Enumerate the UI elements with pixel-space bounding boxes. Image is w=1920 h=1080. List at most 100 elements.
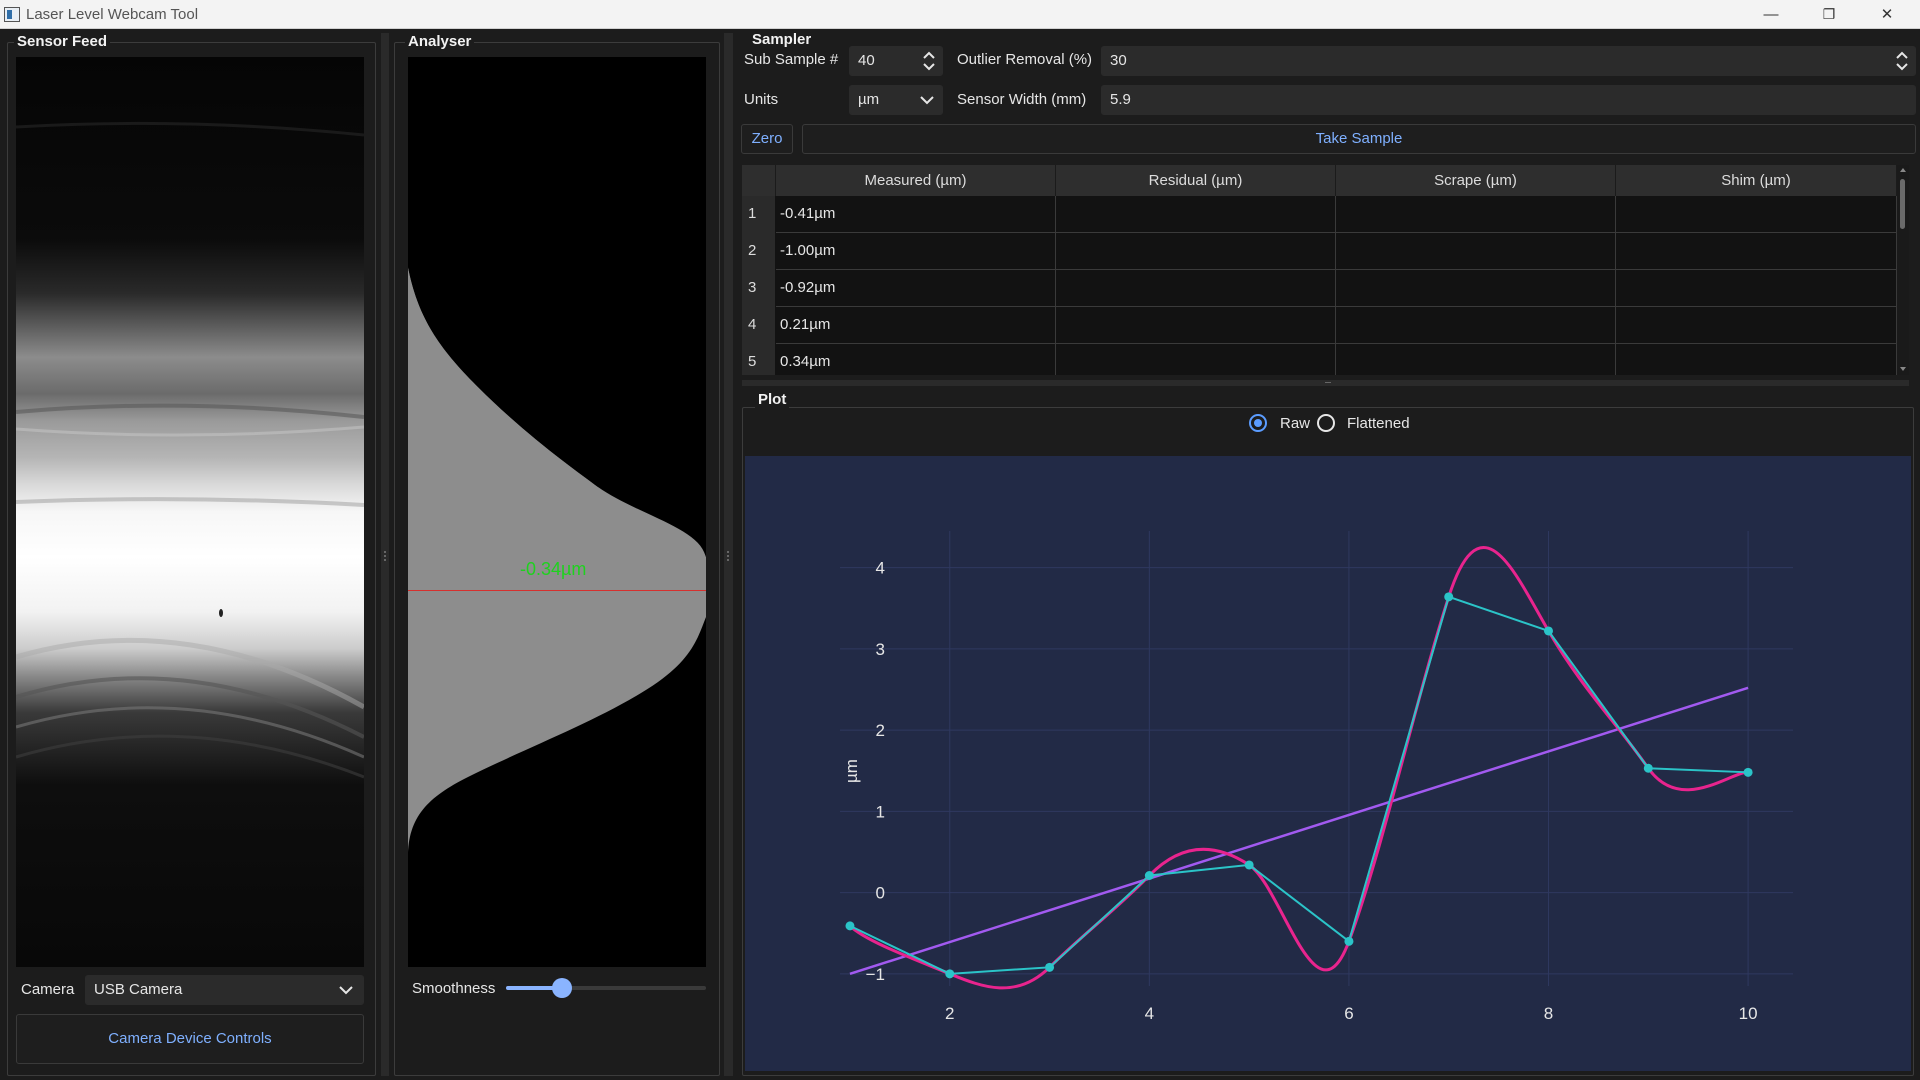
samples-table: Measured (µm) Residual (µm) Scrape (µm) … [742,165,1897,375]
splitter-handle[interactable] [381,33,389,1076]
table-cell-residual[interactable] [1056,233,1336,270]
column-header-scrape[interactable]: Scrape (µm) [1336,165,1616,196]
analyser-histogram: -0.34µm [408,57,706,967]
table-cell-residual[interactable] [1056,344,1336,375]
outlier-removal-value: 30 [1110,52,1127,69]
x-tick-label: 8 [1544,1004,1553,1023]
smoothness-slider[interactable] [506,978,706,998]
raw-data-point [845,921,855,931]
camera-select[interactable]: USB Camera [85,975,364,1005]
table-scrollbar-handle[interactable] [1900,179,1905,229]
row-header[interactable]: 1 [742,196,775,233]
raw-radio-label: Raw [1280,415,1311,432]
units-label: Units [744,91,779,108]
outlier-removal-spinbox[interactable]: 30 [1101,46,1916,76]
sub-sample-label: Sub Sample # [744,51,839,68]
analyser-panel [394,42,720,1076]
sensor-width-value: 5.9 [1110,91,1131,108]
column-header-shim[interactable]: Shim (µm) [1616,165,1897,196]
table-cell-measured[interactable]: -0.41µm [776,196,1056,233]
units-value: µm [858,91,880,108]
flattened-radio-label: Flattened [1347,415,1410,432]
raw-data-point [1743,767,1753,777]
raw-data-point [1045,962,1055,972]
close-button[interactable]: ✕ [1880,6,1894,23]
table-cell-shim[interactable] [1616,196,1897,233]
plot-title: Plot [755,391,790,408]
table-scrollbar[interactable] [1897,165,1909,375]
sampler-plot-splitter[interactable] [742,380,1909,386]
sensor-width-input[interactable]: 5.9 [1101,85,1916,115]
histogram-shape [408,57,706,967]
raw-data-point [1444,592,1454,602]
raw-data-point [1244,860,1254,870]
table-corner [742,165,776,196]
raw-data-point [1544,626,1554,636]
raw-data-point [945,969,955,979]
column-header-measured[interactable]: Measured (µm) [776,165,1056,196]
table-cell-scrape[interactable] [1336,270,1616,307]
y-tick-label: 1 [876,802,885,821]
table-cell-scrape[interactable] [1336,307,1616,344]
table-cell-shim[interactable] [1616,344,1897,375]
plot-chart: 2 4 6 8 10 −1 0 1 2 3 4 µm [745,456,1911,1071]
sensor-feed-panel [7,42,376,1076]
table-cell-scrape[interactable] [1336,233,1616,270]
plot-panel [742,407,1914,1076]
y-tick-label: 4 [876,559,885,578]
raw-data-point [1344,936,1354,946]
raw-data-point [1144,871,1154,880]
chevron-down-icon [920,96,934,105]
camera-label: Camera [21,981,75,998]
flattened-radio[interactable] [1317,414,1335,432]
row-header[interactable]: 3 [742,270,775,307]
outlier-removal-label: Outlier Removal (%) [957,51,1093,68]
smoothness-slider-handle[interactable] [552,978,572,998]
spin-arrows-icon[interactable] [1895,49,1909,73]
table-cell-measured[interactable]: 0.21µm [776,307,1056,344]
table-cell-residual[interactable] [1056,196,1336,233]
row-header[interactable]: 4 [742,307,775,344]
chevron-down-icon [339,986,353,995]
splitter-handle[interactable] [724,33,733,1076]
plot-area: 2 4 6 8 10 −1 0 1 2 3 4 µm [745,456,1911,1071]
units-select[interactable]: µm [849,85,943,115]
table-cell-scrape[interactable] [1336,196,1616,233]
table-cell-shim[interactable] [1616,233,1897,270]
table-cell-residual[interactable] [1056,307,1336,344]
x-tick-label: 10 [1739,1004,1758,1023]
sensor-feed-texture [16,121,364,779]
table-cell-residual[interactable] [1056,270,1336,307]
row-header[interactable]: 2 [742,233,775,270]
camera-device-controls-button[interactable]: Camera Device Controls [16,1014,364,1064]
table-cell-shim[interactable] [1616,307,1897,344]
sensor-width-label: Sensor Width (mm) [957,91,1087,108]
restore-button[interactable]: ❐ [1822,6,1836,22]
table-cell-scrape[interactable] [1336,344,1616,375]
zero-button[interactable]: Zero [741,124,793,154]
take-sample-button[interactable]: Take Sample [802,124,1916,154]
analyser-title: Analyser [405,33,475,50]
column-header-residual[interactable]: Residual (µm) [1056,165,1336,196]
smoothness-label: Smoothness [412,980,496,997]
table-cell-shim[interactable] [1616,270,1897,307]
table-cell-measured[interactable]: 0.34µm [776,344,1056,375]
table-cell-measured[interactable]: -1.00µm [776,233,1056,270]
raw-radio[interactable] [1249,414,1267,432]
sub-sample-value: 40 [858,52,875,69]
y-tick-label: 0 [876,884,885,903]
row-header[interactable]: 5 [742,344,775,375]
y-axis-label: µm [842,759,861,783]
raw-data-point [1643,763,1653,773]
minimize-button[interactable]: — [1763,6,1779,23]
app-icon [4,7,20,22]
plot-background [745,456,1911,1071]
y-tick-label: 2 [876,721,885,740]
smoothness-slider-fill [506,986,562,990]
table-cell-measured[interactable]: -0.92µm [776,270,1056,307]
scroll-up-icon[interactable] [1898,166,1908,174]
spin-arrows-icon[interactable] [922,49,936,73]
scroll-down-icon[interactable] [1898,365,1908,373]
sub-sample-spinbox[interactable]: 40 [849,46,943,76]
title-bar: Laser Level Webcam Tool — ❐ ✕ [0,0,1920,29]
